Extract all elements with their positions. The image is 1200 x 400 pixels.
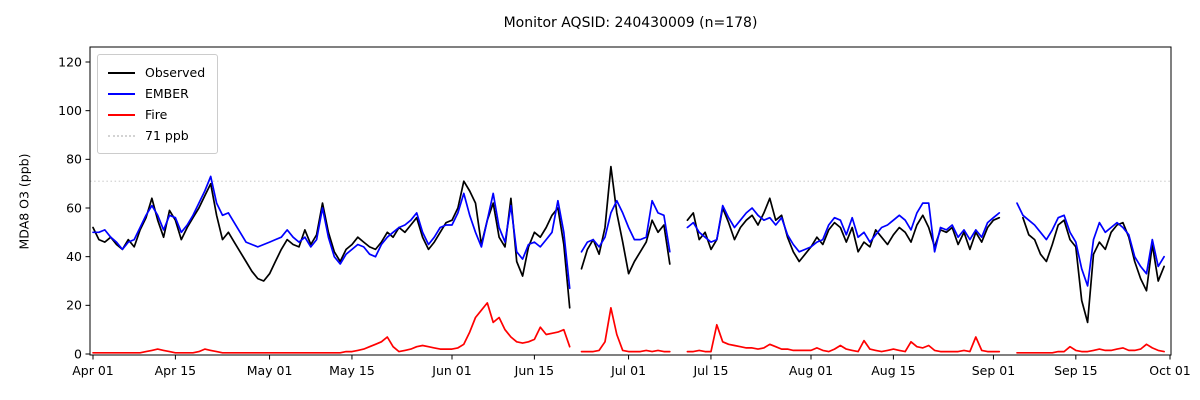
x-axis-tick-label: Jun 15 [514, 363, 554, 378]
legend-row-observed: Observed [108, 62, 205, 83]
legend-label-ember: EMBER [145, 86, 189, 101]
series-line-fire [92, 302, 1165, 354]
x-axis-tick-label: Aug 01 [789, 363, 833, 378]
legend-label-observed: Observed [145, 65, 206, 80]
y-axis-tick-label: 100 [58, 103, 82, 118]
x-axis-tick-label: Aug 15 [871, 363, 915, 378]
y-axis-tick-label: 40 [66, 249, 82, 264]
y-axis-tick-label: 0 [74, 346, 82, 361]
y-axis-label: MDA8 O3 (ppb) [16, 153, 32, 250]
x-axis-tick-label: Apr 15 [155, 363, 197, 378]
y-axis-tick-label: 80 [66, 152, 82, 167]
chart-title: Monitor AQSID: 240430009 (n=178) [503, 15, 758, 31]
fire-line-swatch [108, 113, 135, 116]
ember-line-swatch [108, 92, 135, 95]
observed-line-swatch [108, 71, 135, 74]
series-line-ember [92, 175, 1165, 290]
legend-label-fire: Fire [145, 107, 168, 122]
legend-row-fire: Fire [108, 104, 205, 125]
x-axis-tick-label: Apr 01 [72, 363, 114, 378]
y-axis-tick-label: 20 [66, 298, 82, 313]
x-axis-tick-label: Sep 01 [972, 363, 1015, 378]
x-axis-tick-label: May 01 [247, 363, 293, 378]
legend-label-threshold: 71 ppb [145, 128, 189, 143]
x-axis-tick-label: May 15 [329, 363, 375, 378]
y-axis-tick-label: 60 [66, 200, 82, 215]
x-axis-tick-label: Sep 15 [1054, 363, 1097, 378]
y-axis-tick-label: 120 [58, 54, 82, 69]
x-axis-tick-label: Jul 15 [692, 363, 728, 378]
series-line-observed [92, 165, 1165, 324]
threshold-line-swatch [108, 134, 135, 137]
plot-border [89, 46, 1172, 356]
legend: Observed EMBER Fire 71 ppb [97, 54, 219, 154]
x-axis-tick-label: Oct 01 [1149, 363, 1191, 378]
legend-row-ember: EMBER [108, 83, 205, 104]
x-axis-tick-label: Jun 01 [431, 363, 471, 378]
x-axis-tick-label: Jul 01 [610, 363, 646, 378]
legend-row-threshold: 71 ppb [108, 125, 205, 146]
